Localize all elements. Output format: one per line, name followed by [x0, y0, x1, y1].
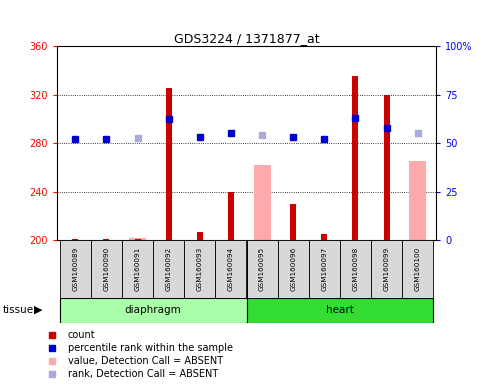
- Bar: [290, 204, 296, 240]
- Bar: [384, 94, 389, 240]
- Text: ▶: ▶: [34, 305, 42, 315]
- Text: GSM160100: GSM160100: [415, 247, 421, 291]
- Bar: [104, 239, 109, 240]
- FancyBboxPatch shape: [122, 240, 153, 298]
- Bar: [409, 161, 426, 240]
- FancyBboxPatch shape: [278, 240, 309, 298]
- FancyBboxPatch shape: [246, 298, 433, 323]
- Bar: [129, 238, 146, 240]
- Text: value, Detection Call = ABSENT: value, Detection Call = ABSENT: [68, 356, 223, 366]
- Bar: [135, 239, 141, 240]
- Text: GSM160094: GSM160094: [228, 247, 234, 291]
- Text: count: count: [68, 330, 95, 340]
- Text: percentile rank within the sample: percentile rank within the sample: [68, 343, 233, 353]
- FancyBboxPatch shape: [402, 240, 433, 298]
- FancyBboxPatch shape: [91, 240, 122, 298]
- Bar: [321, 234, 327, 240]
- FancyBboxPatch shape: [60, 240, 91, 298]
- Text: rank, Detection Call = ABSENT: rank, Detection Call = ABSENT: [68, 369, 218, 379]
- Text: tissue: tissue: [2, 305, 34, 315]
- FancyBboxPatch shape: [215, 240, 246, 298]
- Text: GSM160091: GSM160091: [135, 247, 141, 291]
- Text: GSM160097: GSM160097: [321, 247, 327, 291]
- Text: GSM160095: GSM160095: [259, 247, 265, 291]
- Bar: [253, 165, 271, 240]
- Text: diaphragm: diaphragm: [125, 305, 181, 315]
- FancyBboxPatch shape: [371, 240, 402, 298]
- Text: GSM160089: GSM160089: [72, 247, 78, 291]
- Bar: [228, 192, 234, 240]
- FancyBboxPatch shape: [184, 240, 215, 298]
- Text: GSM160092: GSM160092: [166, 247, 172, 291]
- FancyBboxPatch shape: [340, 240, 371, 298]
- Bar: [72, 239, 78, 240]
- Text: GSM160093: GSM160093: [197, 247, 203, 291]
- FancyBboxPatch shape: [60, 298, 246, 323]
- Bar: [197, 232, 203, 240]
- Text: GSM160090: GSM160090: [104, 247, 109, 291]
- FancyBboxPatch shape: [246, 240, 278, 298]
- Title: GDS3224 / 1371877_at: GDS3224 / 1371877_at: [174, 32, 319, 45]
- Text: GSM160098: GSM160098: [352, 247, 358, 291]
- Bar: [352, 76, 358, 240]
- Text: GSM160099: GSM160099: [384, 247, 389, 291]
- Bar: [166, 88, 172, 240]
- FancyBboxPatch shape: [153, 240, 184, 298]
- FancyBboxPatch shape: [309, 240, 340, 298]
- Text: heart: heart: [326, 305, 354, 315]
- Text: GSM160096: GSM160096: [290, 247, 296, 291]
